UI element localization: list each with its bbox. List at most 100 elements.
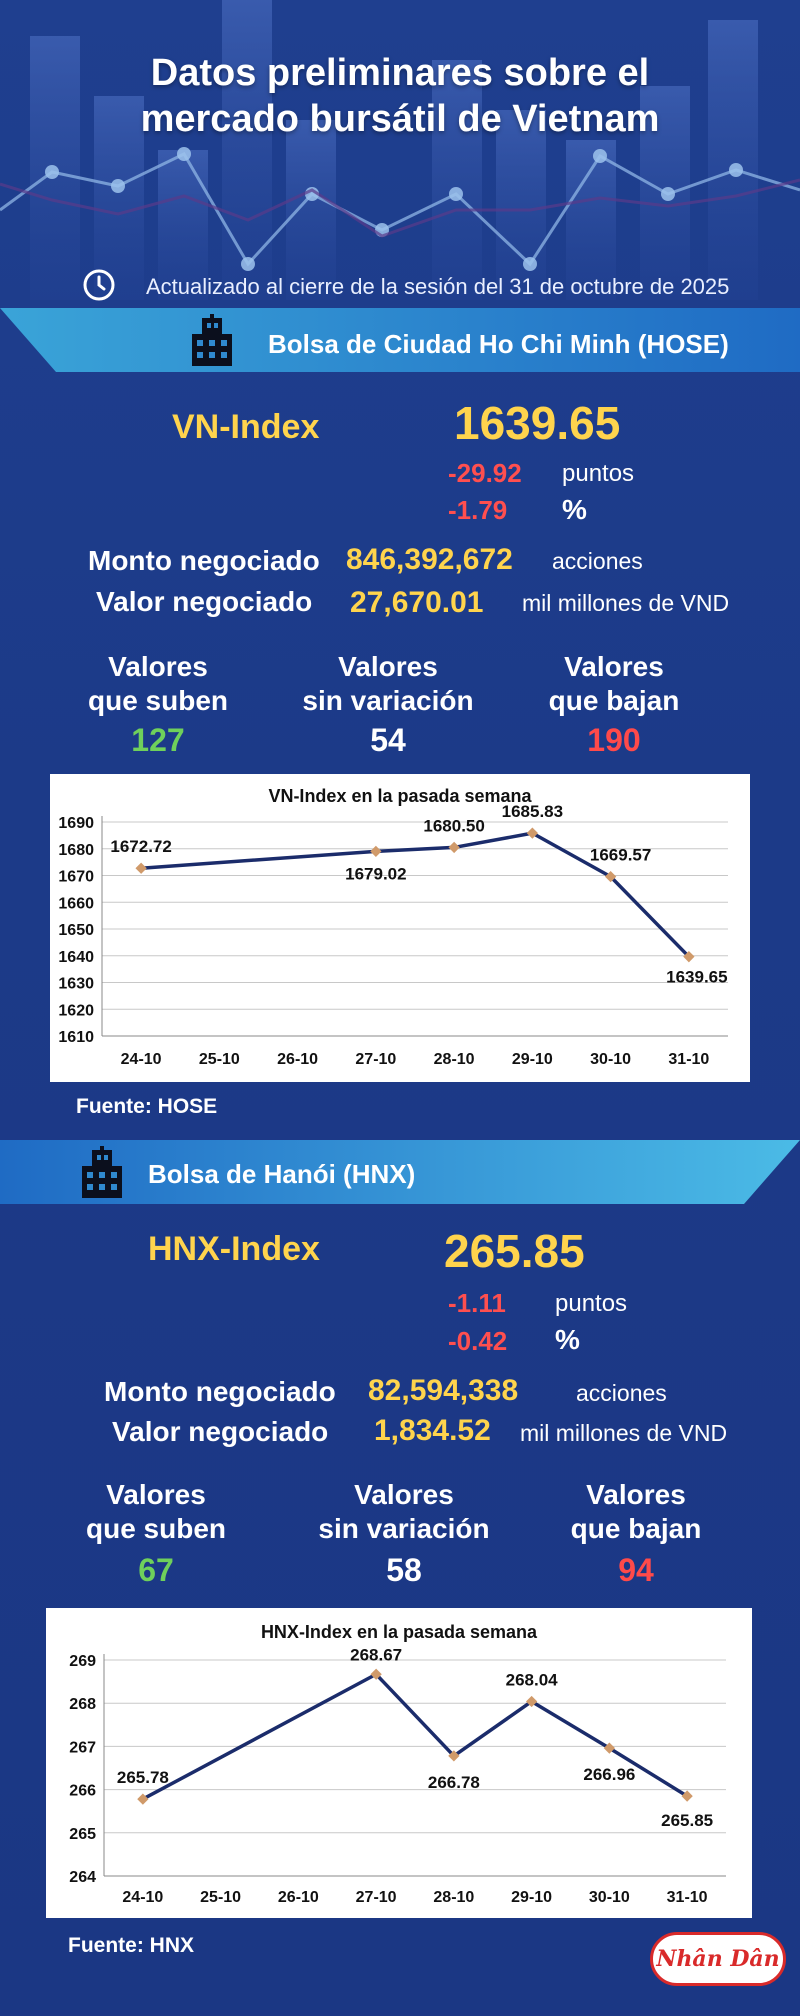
chart-title: VN-Index en la pasada semana <box>268 786 532 806</box>
x-tick-label: 25-10 <box>200 1889 241 1906</box>
hose-up-label: Valores que suben <box>87 651 228 716</box>
hnx-up-label: Valores que suben <box>85 1479 226 1544</box>
hnx-volume-unit: acciones <box>576 1380 667 1406</box>
vn-index-chart-svg: VN-Index en la pasada semana 1690 1680 1670… <box>58 786 728 1068</box>
x-tick-label: 27-10 <box>355 1051 396 1068</box>
data-point <box>135 862 147 874</box>
y-tick-label: 265 <box>69 1826 96 1843</box>
data-point <box>370 845 382 858</box>
title-line-2: mercado bursátil de Vietnam <box>140 98 660 140</box>
y-tick-label: 1640 <box>58 949 94 966</box>
hose-flat-label: Valores sin variación <box>302 651 474 716</box>
data-label: 1680.50 <box>423 816 484 835</box>
y-tick-label: 269 <box>69 1653 96 1670</box>
vn-index-value: 1639.65 <box>454 397 621 449</box>
hnx-index-points-label: puntos <box>555 1290 628 1317</box>
hose-down-label: Valores que bajan <box>548 651 680 716</box>
hnx-volume-label: Monto negociado <box>104 1376 336 1407</box>
logo-text: Nhân Dân <box>656 1946 780 1972</box>
y-tick-label: 266 <box>69 1783 96 1800</box>
page-title: Datos preliminares sobre el mercado burs… <box>0 50 800 142</box>
vn-index-name: VN-Index <box>172 408 320 446</box>
y-tick-label: 1610 <box>58 1029 94 1046</box>
x-tick-label: 29-10 <box>511 1889 552 1906</box>
hnx-up-count: 67 <box>138 1552 174 1588</box>
y-tick-label: 1670 <box>58 869 94 886</box>
hnx-index-chart-svg: HNX-Index en la pasada semana 269 268 267 26… <box>69 1622 726 1906</box>
x-tick-label: 28-10 <box>434 1051 475 1068</box>
y-tick-label: 267 <box>69 1739 96 1756</box>
hnx-value-unit: mil millones de VND <box>520 1420 728 1446</box>
title-line-1: Datos preliminares sobre el <box>150 52 650 94</box>
data-point <box>448 841 460 854</box>
hnx-flat-label: Valores sin variación <box>318 1479 490 1544</box>
x-tick-label: 25-10 <box>199 1051 240 1068</box>
x-tick-label: 30-10 <box>589 1889 630 1906</box>
hose-value-label: Valor negociado <box>96 586 313 617</box>
vn-index-chart: VN-Index en la pasada semana 1690 1680 1670… <box>50 774 750 1082</box>
x-tick-label: 30-10 <box>590 1051 631 1068</box>
hose-source: Fuente: HOSE <box>76 1095 218 1118</box>
hnx-index-change-pct: -0.42 <box>448 1326 508 1356</box>
x-tick-label: 24-10 <box>121 1051 162 1068</box>
hnx-index-pct-label: % <box>555 1324 580 1355</box>
data-label: 1685.83 <box>502 802 563 821</box>
data-label: 265.85 <box>661 1811 713 1830</box>
hose-value-unit: mil millones de VND <box>522 590 730 616</box>
y-tick-label: 1680 <box>58 842 94 859</box>
hnx-index-chart: HNX-Index en la pasada semana 269 268 267 26… <box>46 1608 752 1918</box>
x-tick-label: 24-10 <box>122 1889 163 1906</box>
x-tick-label: 26-10 <box>278 1889 319 1906</box>
data-label: 266.96 <box>583 1765 635 1784</box>
data-label: 268.04 <box>506 1670 559 1689</box>
hnx-index-name: HNX-Index <box>148 1230 320 1268</box>
chart-title: HNX-Index en la pasada semana <box>261 1622 538 1642</box>
hose-up-count: 127 <box>131 722 185 758</box>
hose-flat-count: 54 <box>370 722 406 758</box>
building-icon <box>82 1146 122 1198</box>
y-tick-label: 268 <box>69 1696 96 1713</box>
hnx-flat-count: 58 <box>386 1552 422 1588</box>
hnx-down-count: 94 <box>618 1552 654 1588</box>
x-tick-label: 31-10 <box>668 1051 709 1068</box>
y-tick-label: 264 <box>69 1869 96 1886</box>
y-tick-label: 1630 <box>58 976 94 993</box>
hose-volume-label: Monto negociado <box>88 545 320 576</box>
x-tick-label: 27-10 <box>356 1889 397 1906</box>
nhan-dan-logo: Nhân Dân <box>650 1932 786 1986</box>
hose-volume-value: 846,392,672 <box>346 543 513 576</box>
vn-index-change-pct: -1.79 <box>448 495 508 525</box>
vn-index-change-points: -29.92 <box>448 458 522 488</box>
series-line <box>140 831 691 958</box>
hose-volume-unit: acciones <box>552 548 643 574</box>
series-line <box>142 1672 689 1801</box>
hnx-index-change-points: -1.11 <box>448 1288 506 1318</box>
data-label: 1639.65 <box>666 968 727 987</box>
data-label: 265.78 <box>117 1768 169 1787</box>
hnx-volume-value: 82,594,338 <box>368 1374 519 1407</box>
data-point <box>137 1793 149 1805</box>
hose-down-count: 190 <box>587 722 641 758</box>
updated-timestamp: Actualizado al cierre de la sesión del 3… <box>146 274 730 299</box>
data-point <box>683 951 695 963</box>
data-label: 1679.02 <box>345 864 406 883</box>
vn-index-points-label: puntos <box>562 460 635 487</box>
data-label: 1672.72 <box>110 837 171 856</box>
clock-icon <box>83 269 115 301</box>
hnx-source: Fuente: HNX <box>68 1934 194 1957</box>
x-tick-label: 31-10 <box>667 1889 708 1906</box>
header-decoration <box>0 0 800 300</box>
vn-index-pct-label: % <box>562 494 587 525</box>
hnx-banner <box>0 1140 800 1204</box>
building-icon <box>192 314 232 366</box>
hnx-value-value: 1,834.52 <box>374 1414 491 1447</box>
x-tick-label: 26-10 <box>277 1051 318 1068</box>
y-tick-label: 1690 <box>58 815 94 832</box>
y-tick-label: 1620 <box>58 1002 94 1019</box>
data-label: 1669.57 <box>590 846 651 865</box>
hnx-index-value: 265.85 <box>444 1225 585 1277</box>
x-tick-label: 28-10 <box>433 1889 474 1906</box>
x-tick-label: 29-10 <box>512 1051 553 1068</box>
hnx-down-label: Valores que bajan <box>570 1479 702 1544</box>
y-tick-label: 1650 <box>58 922 94 939</box>
